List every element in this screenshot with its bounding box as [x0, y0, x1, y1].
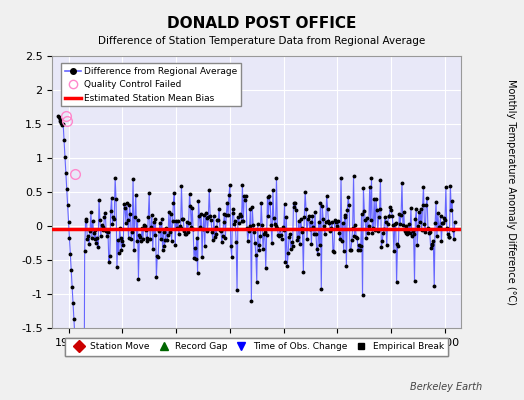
Text: DONALD POST OFFICE: DONALD POST OFFICE [167, 16, 357, 31]
Text: Berkeley Earth: Berkeley Earth [410, 382, 482, 392]
Text: Monthly Temperature Anomaly Difference (°C): Monthly Temperature Anomaly Difference (… [506, 79, 516, 305]
Legend: Station Move, Record Gap, Time of Obs. Change, Empirical Break: Station Move, Record Gap, Time of Obs. C… [65, 338, 449, 356]
Text: Difference of Station Temperature Data from Regional Average: Difference of Station Temperature Data f… [99, 36, 425, 46]
